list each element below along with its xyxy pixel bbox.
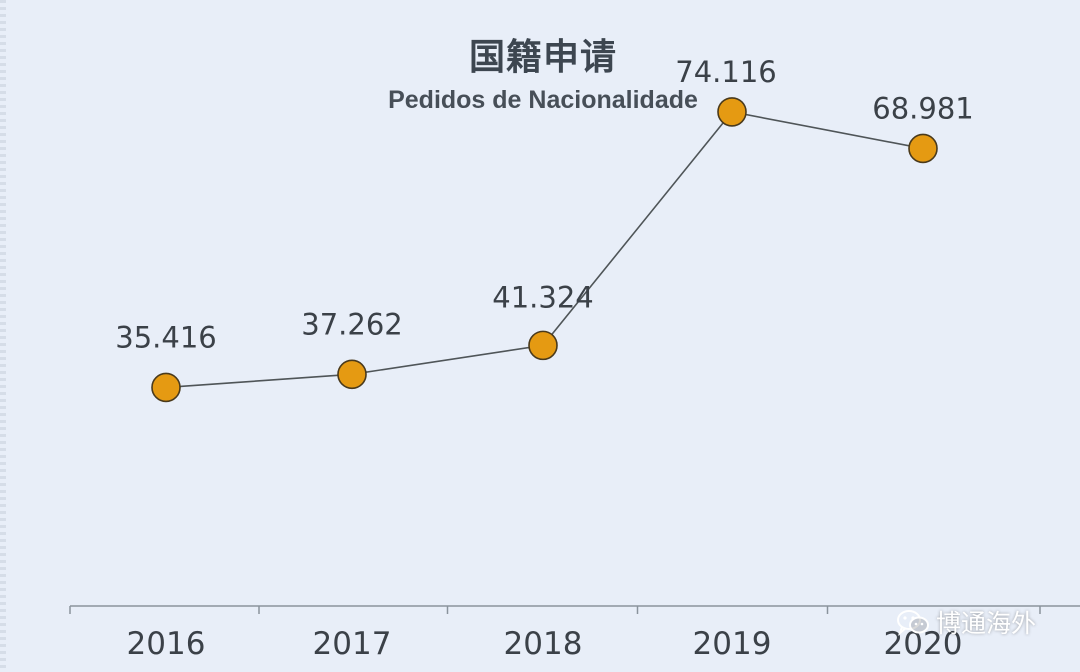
x-tick-label: 2016 [127,626,206,662]
x-tick-label: 2018 [504,626,583,662]
x-tick-label: 2017 [313,626,392,662]
data-point-marker [717,97,747,127]
data-label: 41.324 [492,280,593,314]
x-tick-label: 2019 [693,626,772,662]
wechat-icon [897,610,929,636]
chart-title: 国籍申请 [468,37,617,78]
data-point-marker [151,372,181,403]
watermark-text: 博通海外 [936,609,1037,638]
data-point-marker [528,330,558,361]
watermark: 博通海外 [896,604,1036,640]
data-label: 74.116 [675,55,776,89]
data-point-marker [337,359,367,390]
page-edge-decoration [0,0,6,672]
chart-subtitle: Pedidos de Nacionalidade [388,86,698,114]
data-label: 37.262 [301,307,402,341]
data-label: 35.416 [115,320,216,354]
data-point-marker [908,133,938,164]
data-label: 68.981 [872,91,973,125]
